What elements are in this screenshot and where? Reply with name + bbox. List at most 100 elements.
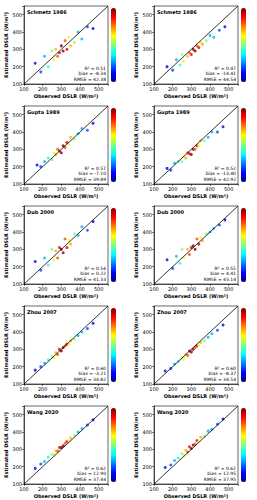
svg-text:500: 500 [224, 286, 234, 292]
svg-text:200: 200 [38, 286, 48, 292]
svg-text:200: 200 [38, 86, 48, 92]
svg-text:R² = 0.47: R² = 0.47 [214, 66, 236, 71]
svg-text:RMSE = 34.54: RMSE = 34.54 [204, 377, 236, 382]
svg-text:400: 400 [142, 129, 152, 135]
svg-text:Estimated DSLR (W/m²): Estimated DSLR (W/m²) [3, 412, 9, 478]
svg-text:500: 500 [142, 412, 152, 418]
svg-text:Observed DSLR (W/m²): Observed DSLR (W/m²) [164, 93, 228, 99]
svg-text:bias = -8.34: bias = -8.34 [79, 71, 107, 76]
svg-text:500: 500 [224, 386, 234, 392]
svg-text:RMSE = 43.14: RMSE = 43.14 [204, 277, 236, 282]
svg-text:bias = -3.21: bias = -3.21 [79, 371, 107, 376]
svg-text:R² = 0.52: R² = 0.52 [214, 166, 236, 171]
svg-text:300: 300 [12, 46, 22, 52]
svg-text:500: 500 [94, 486, 104, 492]
svg-text:100: 100 [19, 386, 29, 392]
svg-text:bias = -7.10: bias = -7.10 [79, 171, 107, 176]
svg-text:Estimated DSLR (W/m²): Estimated DSLR (W/m²) [3, 112, 9, 178]
svg-text:500: 500 [12, 212, 22, 218]
svg-text:Observed DSLR (W/m²): Observed DSLR (W/m²) [164, 193, 228, 199]
svg-text:Observed DSLR (W/m²): Observed DSLR (W/m²) [34, 93, 98, 99]
svg-text:R² = 0.55: R² = 0.55 [214, 266, 236, 271]
svg-text:Observed DSLR (W/m²): Observed DSLR (W/m²) [164, 393, 228, 399]
svg-text:R² = 0.54: R² = 0.54 [84, 266, 106, 271]
svg-text:RMSE = 34.82: RMSE = 34.82 [74, 377, 106, 382]
svg-text:Observed DSLR (W/m²): Observed DSLR (W/m²) [34, 493, 98, 499]
svg-text:Observed DSLR (W/m²): Observed DSLR (W/m²) [34, 393, 98, 399]
svg-text:500: 500 [12, 112, 22, 118]
svg-text:500: 500 [224, 486, 234, 492]
svg-text:bias = 4.41: bias = 4.41 [210, 271, 236, 276]
svg-text:100: 100 [19, 86, 29, 92]
svg-text:Estimated DSLR (W/m²): Estimated DSLR (W/m²) [3, 312, 9, 378]
svg-text:500: 500 [142, 112, 152, 118]
svg-text:Dub 2000: Dub 2000 [27, 209, 54, 215]
svg-text:100: 100 [149, 86, 159, 92]
svg-text:400: 400 [12, 429, 22, 435]
svg-text:300: 300 [12, 346, 22, 352]
svg-text:400: 400 [12, 329, 22, 335]
svg-text:400: 400 [142, 429, 152, 435]
svg-text:200: 200 [142, 164, 152, 170]
svg-text:300: 300 [142, 246, 152, 252]
svg-text:100: 100 [149, 386, 159, 392]
svg-text:500: 500 [224, 186, 234, 192]
svg-text:500: 500 [142, 212, 152, 218]
svg-text:200: 200 [142, 64, 152, 70]
svg-text:Observed DSLR (W/m²): Observed DSLR (W/m²) [164, 293, 228, 299]
svg-text:500: 500 [12, 312, 22, 318]
svg-text:300: 300 [142, 146, 152, 152]
svg-text:R² = 0.62: R² = 0.62 [84, 466, 106, 471]
svg-text:RMSE = 41.33: RMSE = 41.33 [74, 277, 106, 282]
svg-text:400: 400 [205, 486, 215, 492]
svg-text:200: 200 [168, 486, 178, 492]
svg-text:500: 500 [12, 12, 22, 18]
svg-text:100: 100 [149, 286, 159, 292]
svg-text:400: 400 [205, 386, 215, 392]
svg-text:300: 300 [187, 486, 197, 492]
svg-text:400: 400 [75, 86, 85, 92]
svg-text:500: 500 [94, 186, 104, 192]
svg-text:400: 400 [205, 86, 215, 92]
svg-text:Estimated DSLR (W/m²): Estimated DSLR (W/m²) [133, 412, 139, 478]
svg-text:Observed DSLR (W/m²): Observed DSLR (W/m²) [164, 493, 228, 499]
svg-text:Wang 2020: Wang 2020 [157, 409, 189, 416]
svg-text:300: 300 [12, 446, 22, 452]
svg-text:200: 200 [12, 64, 22, 70]
svg-text:400: 400 [12, 229, 22, 235]
svg-text:300: 300 [187, 186, 197, 192]
svg-text:RMSE = 42.38: RMSE = 42.38 [74, 77, 106, 82]
svg-text:500: 500 [12, 412, 22, 418]
svg-text:300: 300 [187, 286, 197, 292]
svg-text:200: 200 [168, 286, 178, 292]
svg-text:RMSE = 42.92: RMSE = 42.92 [204, 177, 236, 182]
svg-text:Estimated DSLR (W/m²): Estimated DSLR (W/m²) [3, 212, 9, 278]
svg-text:R² = 0.60: R² = 0.60 [214, 366, 236, 371]
svg-text:100: 100 [149, 486, 159, 492]
svg-text:400: 400 [75, 186, 85, 192]
svg-text:Gupta 1989: Gupta 1989 [27, 109, 60, 116]
svg-text:500: 500 [142, 312, 152, 318]
svg-text:Observed DSLR (W/m²): Observed DSLR (W/m²) [34, 193, 98, 199]
svg-text:R² = 0.60: R² = 0.60 [84, 366, 106, 371]
svg-text:300: 300 [142, 446, 152, 452]
svg-text:Dub 2000: Dub 2000 [157, 209, 184, 215]
svg-text:400: 400 [142, 229, 152, 235]
svg-text:Schmetz 1986: Schmetz 1986 [157, 9, 197, 15]
svg-text:R² = 0.62: R² = 0.62 [214, 466, 236, 471]
svg-text:200: 200 [142, 364, 152, 370]
svg-text:200: 200 [12, 364, 22, 370]
svg-text:300: 300 [12, 246, 22, 252]
svg-text:200: 200 [38, 486, 48, 492]
svg-text:200: 200 [142, 264, 152, 270]
svg-text:300: 300 [12, 146, 22, 152]
svg-text:100: 100 [19, 486, 29, 492]
svg-text:300: 300 [142, 346, 152, 352]
svg-text:300: 300 [57, 286, 67, 292]
svg-text:Estimated DSLR (W/m²): Estimated DSLR (W/m²) [133, 312, 139, 378]
svg-text:Observed DSLR (W/m²): Observed DSLR (W/m²) [34, 293, 98, 299]
svg-text:300: 300 [142, 46, 152, 52]
svg-text:Estimated DSLR (W/m²): Estimated DSLR (W/m²) [133, 112, 139, 178]
svg-text:500: 500 [94, 86, 104, 92]
svg-text:300: 300 [187, 86, 197, 92]
